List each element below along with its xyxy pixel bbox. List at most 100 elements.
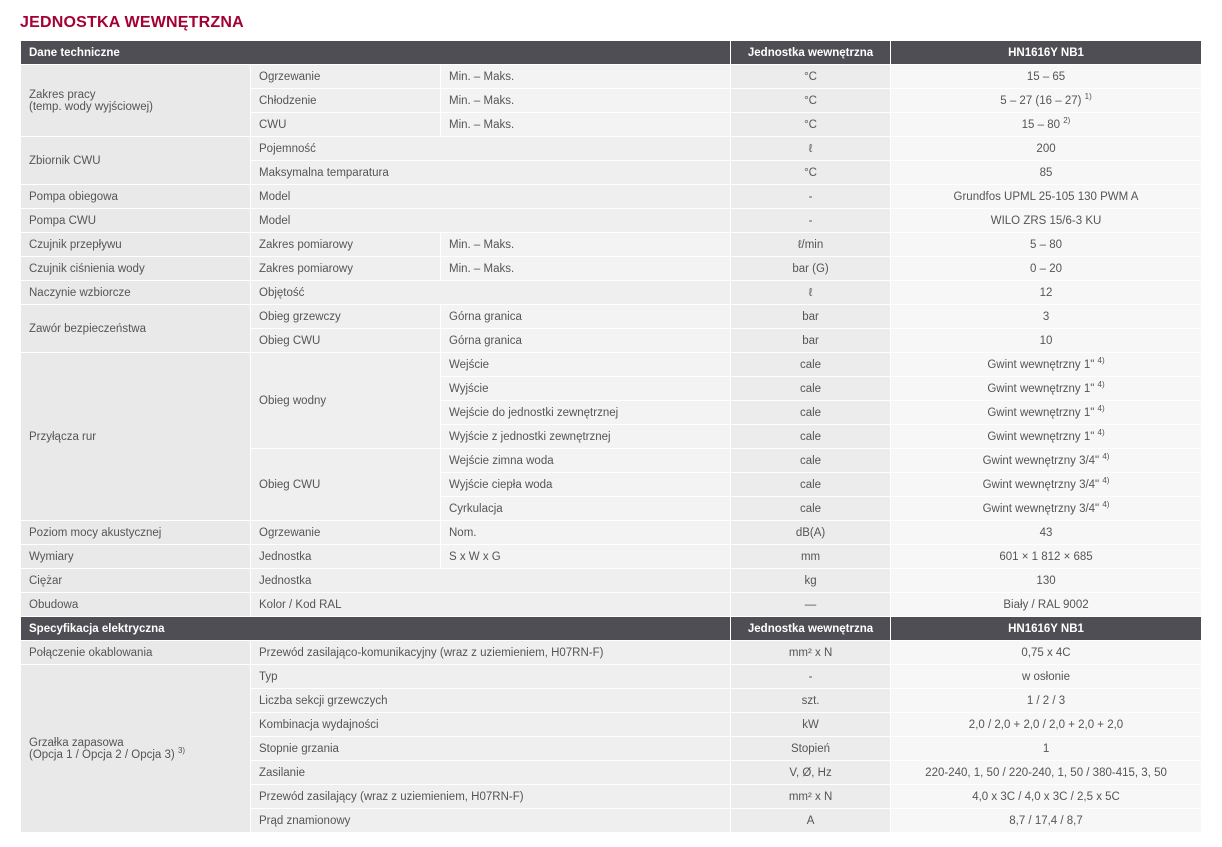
cell: Maksymalna temparatura bbox=[251, 161, 731, 185]
cell-val: 200 bbox=[891, 137, 1202, 161]
cell: Kolor / Kod RAL bbox=[251, 593, 731, 617]
cell-val: Grundfos UPML 25-105 130 PWM A bbox=[891, 185, 1202, 209]
cell-val: Gwint wewnętrzny 3/4" 4) bbox=[891, 497, 1202, 521]
cell-unit: ℓ bbox=[731, 281, 891, 305]
cell: Kombinacja wydajności bbox=[251, 713, 731, 737]
cell: Zakres pomiarowy bbox=[251, 233, 441, 257]
lbl-czujnik-cisnienia: Czujnik ciśnienia wody bbox=[21, 257, 251, 281]
cell-val: 5 – 27 (16 – 27) 1) bbox=[891, 89, 1202, 113]
cell-val: 10 bbox=[891, 329, 1202, 353]
cell: Górna granica bbox=[441, 329, 731, 353]
hdr-model: HN1616Y NB1 bbox=[891, 617, 1202, 641]
cell: Nom. bbox=[441, 521, 731, 545]
cell-val: Gwint wewnętrzny 3/4" 4) bbox=[891, 473, 1202, 497]
cell: Przewód zasilająco-komunikacyjny (wraz z… bbox=[251, 641, 731, 665]
cell: Chłodzenie bbox=[251, 89, 441, 113]
lbl-wymiary: Wymiary bbox=[21, 545, 251, 569]
cell: Model bbox=[251, 209, 731, 233]
cell-unit: bar bbox=[731, 329, 891, 353]
cell: Jednostka bbox=[251, 569, 731, 593]
hdr-model: HN1616Y NB1 bbox=[891, 41, 1202, 65]
cell-unit: - bbox=[731, 209, 891, 233]
cell: Obieg CWU bbox=[251, 449, 441, 521]
cell-val: 4,0 x 3C / 4,0 x 3C / 2,5 x 5C bbox=[891, 785, 1202, 809]
cell-unit: — bbox=[731, 593, 891, 617]
cell-val: 12 bbox=[891, 281, 1202, 305]
cell: Pojemność bbox=[251, 137, 731, 161]
cell: CWU bbox=[251, 113, 441, 137]
cell-unit: mm bbox=[731, 545, 891, 569]
cell-unit: bar bbox=[731, 305, 891, 329]
cell-val: 1 / 2 / 3 bbox=[891, 689, 1202, 713]
cell-unit: cale bbox=[731, 353, 891, 377]
cell: Obieg grzewczy bbox=[251, 305, 441, 329]
cell: Wyjście bbox=[441, 377, 731, 401]
cell-unit: cale bbox=[731, 425, 891, 449]
cell: Min. – Maks. bbox=[441, 113, 731, 137]
spec-table: Dane techniczne Jednostka wewnętrzna HN1… bbox=[20, 40, 1202, 833]
cell: Wejście zimna woda bbox=[441, 449, 731, 473]
cell: Obieg CWU bbox=[251, 329, 441, 353]
cell: Przewód zasilający (wraz z uziemieniem, … bbox=[251, 785, 731, 809]
cell-unit: Stopień bbox=[731, 737, 891, 761]
hdr-dane-techniczne: Dane techniczne bbox=[21, 41, 731, 65]
lbl-obudowa: Obudowa bbox=[21, 593, 251, 617]
cell-val: Gwint wewnętrzny 1" 4) bbox=[891, 425, 1202, 449]
cell: Prąd znamionowy bbox=[251, 809, 731, 833]
cell: Zasilanie bbox=[251, 761, 731, 785]
lbl-grzalka: Grzałka zapasowa (Opcja 1 / Opcja 2 / Op… bbox=[21, 665, 251, 833]
lbl-naczynie: Naczynie wzbiorcze bbox=[21, 281, 251, 305]
cell-unit: A bbox=[731, 809, 891, 833]
lbl-zawor: Zawór bezpieczeństwa bbox=[21, 305, 251, 353]
cell-unit: ℓ/min bbox=[731, 233, 891, 257]
cell-unit: cale bbox=[731, 473, 891, 497]
cell-val: Gwint wewnętrzny 1" 4) bbox=[891, 377, 1202, 401]
cell-unit: - bbox=[731, 185, 891, 209]
cell: Min. – Maks. bbox=[441, 257, 731, 281]
cell: Min. – Maks. bbox=[441, 89, 731, 113]
cell-val: 85 bbox=[891, 161, 1202, 185]
cell-unit: mm² x N bbox=[731, 641, 891, 665]
cell-val: 0,75 x 4C bbox=[891, 641, 1202, 665]
cell-val: 5 – 80 bbox=[891, 233, 1202, 257]
cell-val: 43 bbox=[891, 521, 1202, 545]
lbl-pompa-cwu: Pompa CWU bbox=[21, 209, 251, 233]
cell-val: Biały / RAL 9002 bbox=[891, 593, 1202, 617]
cell-unit: cale bbox=[731, 449, 891, 473]
cell-val: 130 bbox=[891, 569, 1202, 593]
cell-val: 220-240, 1, 50 / 220-240, 1, 50 / 380-41… bbox=[891, 761, 1202, 785]
cell-unit: °C bbox=[731, 113, 891, 137]
cell-val: Gwint wewnętrzny 1" 4) bbox=[891, 401, 1202, 425]
cell: Min. – Maks. bbox=[441, 233, 731, 257]
cell-unit: cale bbox=[731, 497, 891, 521]
lbl-pompa-obiegowa: Pompa obiegowa bbox=[21, 185, 251, 209]
cell: Ogrzewanie bbox=[251, 521, 441, 545]
cell-val: Gwint wewnętrzny 3/4" 4) bbox=[891, 449, 1202, 473]
lbl-zbiornik: Zbiornik CWU bbox=[21, 137, 251, 185]
cell-val: 3 bbox=[891, 305, 1202, 329]
lbl-zakres-pracy: Zakres pracy(temp. wody wyjściowej) bbox=[21, 65, 251, 137]
cell: Jednostka bbox=[251, 545, 441, 569]
cell: Model bbox=[251, 185, 731, 209]
cell-unit: cale bbox=[731, 377, 891, 401]
cell: Wejście bbox=[441, 353, 731, 377]
cell-unit: dB(A) bbox=[731, 521, 891, 545]
table-header-row: Specyfikacja elektryczna Jednostka wewnę… bbox=[21, 617, 1202, 641]
cell: Typ bbox=[251, 665, 731, 689]
cell: Stopnie grzania bbox=[251, 737, 731, 761]
hdr-spec-elektryczna: Specyfikacja elektryczna bbox=[21, 617, 731, 641]
cell-unit: mm² x N bbox=[731, 785, 891, 809]
cell: Górna granica bbox=[441, 305, 731, 329]
table-header-row: Dane techniczne Jednostka wewnętrzna HN1… bbox=[21, 41, 1202, 65]
cell: Wyjście z jednostki zewnętrznej bbox=[441, 425, 731, 449]
lbl-polaczenie: Połączenie okablowania bbox=[21, 641, 251, 665]
cell-unit: V, Ø, Hz bbox=[731, 761, 891, 785]
cell-unit: °C bbox=[731, 89, 891, 113]
cell-val: 8,7 / 17,4 / 8,7 bbox=[891, 809, 1202, 833]
cell-val: w osłonie bbox=[891, 665, 1202, 689]
cell-unit: bar (G) bbox=[731, 257, 891, 281]
cell-unit: °C bbox=[731, 161, 891, 185]
cell-val: 0 – 20 bbox=[891, 257, 1202, 281]
cell: Zakres pomiarowy bbox=[251, 257, 441, 281]
cell-unit: °C bbox=[731, 65, 891, 89]
